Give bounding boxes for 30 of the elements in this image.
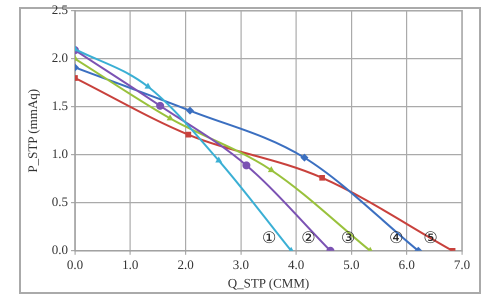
point bbox=[300, 154, 308, 162]
point bbox=[319, 175, 325, 181]
series-label: ② bbox=[301, 228, 316, 247]
y-axis-title: P_STP (mmAq) bbox=[25, 88, 40, 173]
x-axis-title: Q_STP (CMM) bbox=[228, 276, 310, 291]
series-label: ① bbox=[262, 228, 276, 247]
point bbox=[268, 166, 275, 172]
y-tick-label: 1.0 bbox=[52, 146, 68, 162]
series-label: ③ bbox=[341, 228, 356, 247]
x-tick-label: 5.0 bbox=[343, 257, 360, 272]
y-tick-label: 0.0 bbox=[52, 242, 68, 258]
y-tick-label: 1.5 bbox=[52, 98, 68, 114]
point bbox=[166, 114, 174, 120]
point bbox=[215, 156, 222, 163]
x-tick-label: 7.0 bbox=[454, 257, 470, 272]
point bbox=[242, 161, 250, 170]
x-tick-label: 3.0 bbox=[232, 257, 249, 272]
x-tick-label: 2.0 bbox=[177, 257, 194, 272]
y-tick-label: 2.0 bbox=[52, 50, 68, 66]
point bbox=[186, 106, 194, 115]
point bbox=[156, 102, 164, 110]
x-tick-label: 1.0 bbox=[122, 257, 138, 272]
point bbox=[186, 132, 192, 138]
x-tick-label: 0.0 bbox=[66, 257, 84, 272]
x-tick-label: 4.0 bbox=[288, 257, 304, 272]
x-tick-label: 6.0 bbox=[398, 257, 415, 272]
y-tick-label: 0.5 bbox=[52, 194, 68, 210]
series-label: ④ bbox=[389, 228, 404, 247]
point bbox=[144, 82, 152, 89]
y-tick-label: 2.5 bbox=[52, 2, 68, 18]
